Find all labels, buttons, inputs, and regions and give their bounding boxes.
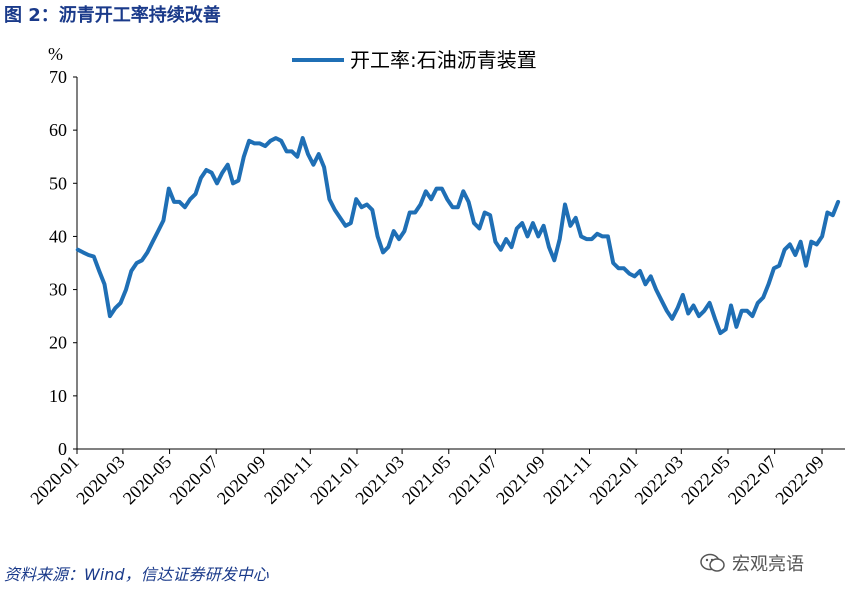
x-tick-label: 2022-05 [677, 452, 734, 509]
chart-axes [76, 77, 845, 450]
x-tick-label: 2020-05 [119, 452, 176, 509]
y-tick-label: 0 [58, 439, 67, 459]
wechat-icon [700, 553, 725, 572]
legend: 开工率:石油沥青装置 [292, 48, 537, 72]
x-tick-label: 2022-01 [585, 452, 642, 509]
x-axis-ticks: 2020-012020-032020-052020-072020-092020-… [26, 449, 828, 508]
y-tick-label: 40 [49, 226, 67, 246]
series-line [75, 136, 841, 336]
x-tick-label: 2021-11 [539, 452, 595, 508]
x-tick-label: 2020-07 [165, 452, 222, 509]
figure-title: 图 2：沥青开工率持续改善 [4, 5, 221, 26]
x-tick-label: 2021-01 [306, 452, 363, 509]
y-tick-label: 60 [49, 120, 67, 140]
x-tick-label: 2020-03 [72, 452, 129, 509]
source-note: 资料来源：Wind，信达证券研发中心 [4, 565, 269, 584]
y-tick-label: 70 [49, 67, 67, 87]
x-tick-label: 2021-05 [398, 452, 455, 509]
x-tick-label: 2020-11 [260, 452, 316, 508]
watermark-text: 宏观亮语 [732, 554, 804, 575]
x-tick-label: 2020-09 [213, 452, 270, 509]
y-tick-label: 50 [49, 173, 67, 193]
x-tick-label: 2021-07 [445, 452, 502, 509]
series-lines [75, 136, 841, 336]
x-tick-label: 2021-09 [492, 452, 549, 509]
x-tick-label: 2022-03 [631, 452, 688, 509]
watermark: 宏观亮语 [700, 550, 804, 576]
x-tick-label: 2022-09 [771, 452, 828, 509]
y-unit-label: % [48, 44, 63, 64]
y-tick-label: 20 [49, 333, 67, 353]
x-tick-label: 2021-03 [351, 452, 408, 509]
x-tick-label: 2022-07 [724, 452, 781, 509]
x-tick-label: 2020-01 [26, 452, 83, 509]
y-tick-label: 30 [49, 280, 67, 300]
y-tick-label: 10 [49, 386, 67, 406]
legend-label: 开工率:石油沥青装置 [350, 48, 537, 72]
y-axis-ticks: 0 10 20 30 40 50 60 70 [49, 67, 77, 459]
